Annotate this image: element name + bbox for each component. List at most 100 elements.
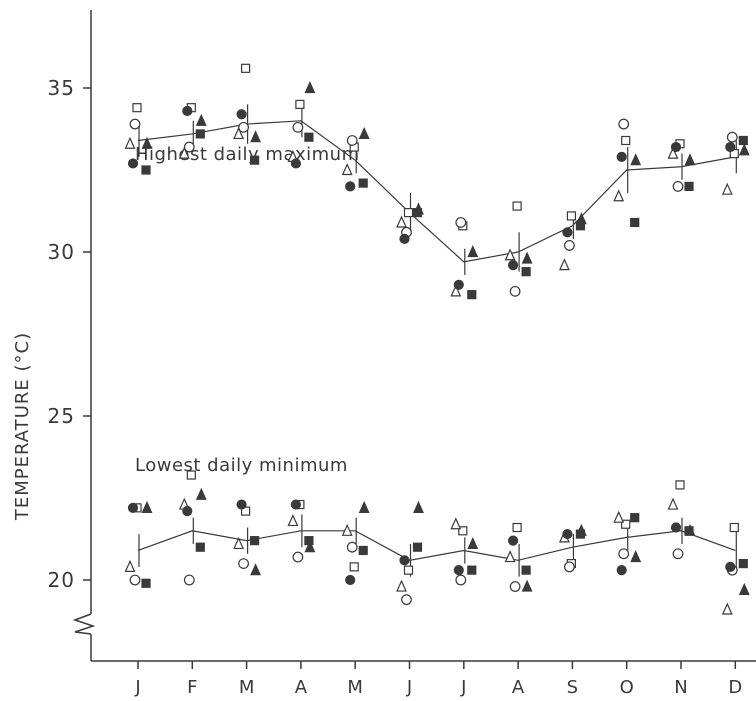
month-label-10: O	[620, 677, 634, 698]
point-max-open-square-10	[621, 135, 631, 146]
month-label-5: M	[347, 677, 363, 698]
point-min-open-triangle-12	[721, 602, 733, 615]
point-min-filled-circle-12	[725, 561, 736, 572]
point-max-filled-square-1	[141, 165, 151, 175]
series-layer	[124, 63, 750, 615]
point-max-filled-square-5	[358, 178, 368, 188]
point-min-open-circle-11	[672, 548, 684, 560]
point-min-open-circle-8	[509, 581, 521, 592]
point-min-filled-square-6	[412, 542, 423, 552]
point-min-filled-triangle-8	[521, 579, 533, 592]
point-max-filled-triangle-1	[141, 136, 153, 149]
point-min-filled-square-8	[521, 565, 531, 575]
point-max-open-circle-4	[292, 121, 304, 133]
point-max-open-triangle-6	[396, 215, 407, 228]
point-min-filled-circle-2	[182, 506, 193, 517]
point-min-open-triangle-7	[450, 517, 462, 530]
month-label-11: N	[674, 677, 687, 698]
point-min-open-square-7	[458, 526, 468, 536]
point-max-filled-circle-10	[616, 151, 627, 162]
point-max-open-square-6	[403, 208, 414, 218]
point-min-filled-triangle-12	[738, 582, 750, 595]
point-min-filled-circle-6	[399, 555, 410, 566]
point-min-filled-triangle-6	[413, 500, 424, 513]
point-max-open-square-9	[566, 211, 577, 221]
point-min-open-circle-2	[183, 574, 195, 586]
point-max-filled-square-7	[467, 290, 477, 300]
point-max-open-triangle-9	[558, 258, 570, 271]
point-min-open-triangle-5	[341, 523, 353, 536]
point-max-open-square-3	[241, 63, 251, 73]
point-min-filled-triangle-4	[304, 540, 316, 553]
point-max-open-circle-5	[346, 135, 358, 146]
month-label-1: J	[134, 677, 140, 698]
point-max-filled-triangle-11	[684, 153, 696, 166]
point-min-filled-triangle-9	[575, 523, 587, 536]
series-max	[124, 63, 750, 300]
point-min-filled-square-5	[358, 545, 368, 556]
point-min-open-circle-6	[401, 594, 412, 606]
point-min-filled-triangle-10	[630, 550, 642, 563]
point-max-filled-circle-9	[562, 227, 573, 238]
point-max-filled-circle-2	[182, 105, 193, 117]
point-max-filled-triangle-6	[413, 202, 424, 215]
point-max-filled-triangle-5	[358, 126, 370, 140]
point-min-open-square-6	[403, 565, 414, 575]
point-max-open-triangle-10	[613, 189, 625, 202]
point-max-open-square-1	[132, 103, 142, 113]
y-tick-label-25: 25	[48, 404, 75, 428]
point-min-open-circle-3	[238, 558, 250, 569]
point-max-open-triangle-3	[233, 126, 245, 140]
point-max-open-triangle-7	[450, 284, 462, 297]
point-max-filled-square-2	[195, 129, 205, 139]
point-min-filled-triangle-3	[250, 563, 262, 576]
point-max-filled-triangle-3	[250, 130, 262, 143]
y-axis-label: TEMPERATURE (°C)	[12, 332, 33, 521]
series-label-max: Highest daily maximum	[135, 144, 360, 165]
point-min-open-square-12	[729, 522, 739, 533]
point-max-open-circle-3	[238, 121, 250, 133]
point-max-filled-triangle-12	[738, 143, 750, 156]
point-max-open-circle-9	[564, 240, 575, 251]
y-tick-label-35: 35	[48, 76, 75, 100]
month-label-6: J	[406, 677, 412, 698]
point-min-open-circle-1	[129, 574, 141, 586]
point-max-filled-circle-3	[236, 109, 247, 120]
point-min-filled-circle-9	[562, 528, 573, 540]
point-max-filled-circle-11	[670, 141, 682, 153]
point-min-filled-triangle-1	[141, 500, 153, 513]
point-max-open-square-8	[512, 201, 522, 211]
point-max-filled-square-8	[521, 267, 531, 277]
point-min-filled-circle-8	[507, 535, 519, 546]
month-label-8: A	[512, 677, 525, 698]
point-min-open-circle-7	[455, 574, 467, 586]
month-label-3: M	[239, 677, 255, 698]
point-min-filled-square-2	[195, 542, 205, 552]
point-min-filled-circle-10	[616, 565, 627, 576]
point-max-filled-circle-7	[453, 279, 464, 290]
point-max-filled-circle-8	[507, 260, 519, 271]
point-min-open-square-2	[186, 470, 196, 480]
month-label-4: A	[295, 677, 308, 698]
point-max-filled-circle-6	[399, 233, 410, 244]
point-max-open-triangle-2	[178, 146, 190, 159]
point-max-filled-circle-1	[127, 158, 139, 169]
point-max-filled-circle-5	[345, 181, 356, 192]
point-max-open-triangle-11	[667, 146, 679, 159]
point-max-open-triangle-8	[504, 248, 516, 261]
point-min-filled-square-1	[141, 578, 151, 588]
point-min-open-square-8	[512, 522, 522, 533]
month-label-2: F	[187, 677, 197, 698]
point-min-open-square-11	[675, 480, 685, 490]
point-min-open-triangle-4	[287, 513, 299, 527]
point-min-open-circle-10	[618, 548, 630, 560]
point-max-filled-triangle-8	[521, 251, 533, 264]
point-max-filled-triangle-7	[467, 245, 479, 258]
point-min-open-square-10	[621, 519, 631, 529]
point-min-open-circle-5	[346, 541, 358, 553]
point-max-filled-square-10	[630, 217, 640, 228]
point-max-filled-square-12	[738, 135, 748, 146]
point-min-open-triangle-1	[124, 559, 136, 572]
